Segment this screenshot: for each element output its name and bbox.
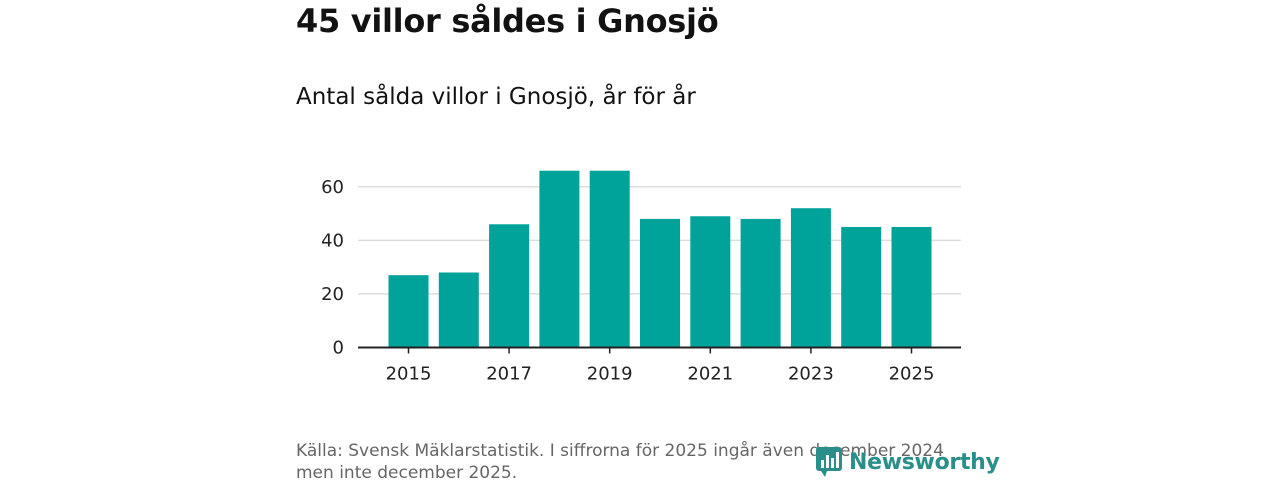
bar-2025	[891, 226, 932, 348]
y-tick-label: 40	[321, 230, 344, 251]
x-tick-label: 2021	[687, 364, 733, 385]
bar-2016	[438, 272, 479, 348]
bar-2018	[539, 170, 580, 348]
bar-2021	[690, 216, 731, 348]
chart-subtitle: Antal sålda villor i Gnosjö, år för år	[296, 84, 696, 110]
bar-2023	[790, 208, 831, 348]
source-note: Källa: Svensk Mäklarstatistik. I siffror…	[296, 441, 944, 483]
bar-2020	[640, 218, 680, 348]
x-tick-label: 2019	[587, 364, 633, 385]
x-tick-label: 2017	[486, 364, 532, 385]
y-tick-label: 0	[333, 338, 344, 359]
x-tick-label: 2023	[788, 364, 834, 385]
bar-2024	[841, 226, 882, 348]
x-tick-label: 2015	[386, 364, 432, 385]
newsworthy-logo-icon	[816, 447, 842, 477]
brand-logo: Newsworthy	[815, 446, 1000, 478]
bars	[388, 170, 932, 348]
bar-2019	[589, 170, 630, 348]
y-tick-label: 60	[321, 177, 344, 198]
y-tick-label: 20	[321, 284, 344, 305]
axes: 0 20 40 60 2015 2017 2019 2021 2023 2025	[321, 177, 961, 385]
bar-2022	[740, 218, 781, 348]
brand-name: Newsworthy	[849, 449, 1000, 475]
bar-2017	[489, 224, 530, 348]
chart-title: 45 villor såldes i Gnosjö	[296, 2, 719, 40]
x-tick-label: 2025	[889, 364, 935, 385]
bar-2015	[388, 275, 429, 348]
